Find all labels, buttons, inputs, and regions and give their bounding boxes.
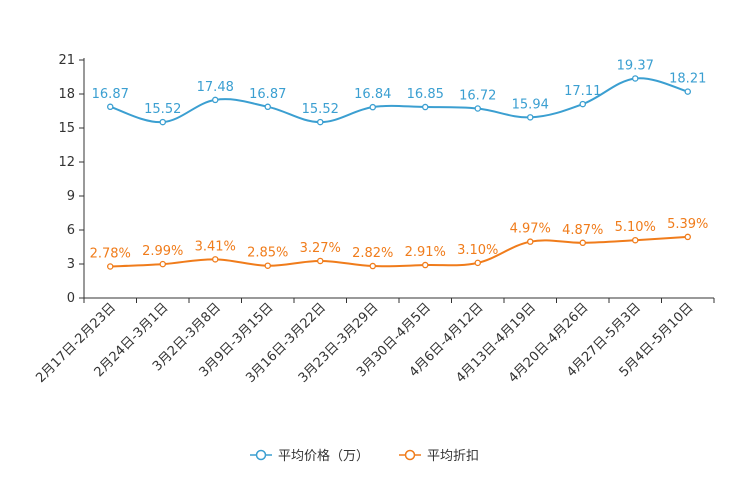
data-point[interactable] [107, 263, 114, 270]
legend-item-2[interactable]: 平均折扣 [399, 449, 479, 464]
data-point[interactable] [421, 103, 429, 111]
data-label: 17.48 [197, 80, 234, 95]
data-label: 17.11 [564, 84, 601, 99]
data-point[interactable] [159, 260, 166, 268]
y-tick-label: 12 [58, 155, 75, 170]
data-label: 3.41% [195, 239, 236, 254]
data-point[interactable] [684, 88, 692, 95]
legend-label: 平均价格（万） [278, 448, 369, 464]
data-point[interactable] [632, 75, 639, 82]
data-label: 4.87% [562, 223, 603, 238]
legend-label: 平均折扣 [427, 449, 479, 464]
y-tick-label: 18 [58, 87, 75, 102]
data-point[interactable] [579, 100, 587, 108]
data-label: 3.10% [457, 243, 498, 258]
data-labels: 16.87 15.52 17.48 16.87 15.52 16.84 16.85 16.72… [90, 58, 709, 261]
data-label: 5.39% [667, 217, 708, 232]
legend-marker-icon [255, 449, 267, 461]
axes: 0369121518212月17日-2月23日2月24日-3月1日3月2日-3月… [33, 53, 715, 386]
data-label: 2.85% [247, 246, 288, 261]
legend[interactable]: 平均价格（万） 平均折扣 [250, 448, 479, 464]
data-label: 5.10% [615, 220, 656, 235]
data-label: 2.99% [142, 244, 183, 259]
series-line-1 [109, 77, 689, 124]
y-tick-label: 21 [58, 53, 75, 68]
data-label: 4.97% [510, 222, 551, 237]
data-label: 19.37 [617, 58, 654, 73]
data-label: 15.52 [144, 102, 181, 117]
data-point[interactable] [421, 261, 429, 269]
data-point[interactable] [527, 238, 534, 245]
data-point[interactable] [264, 262, 271, 269]
data-point[interactable] [316, 118, 324, 126]
data-point[interactable] [684, 233, 692, 241]
data-label: 15.52 [302, 102, 339, 117]
data-label: 15.94 [512, 97, 549, 112]
data-point[interactable] [474, 259, 481, 267]
data-point[interactable] [107, 103, 114, 111]
data-label: 2.78% [90, 246, 131, 261]
data-label: 16.84 [354, 87, 391, 102]
y-tick-label: 15 [58, 121, 75, 136]
data-point[interactable] [316, 257, 324, 265]
data-label: 16.87 [249, 87, 286, 102]
data-point[interactable] [579, 239, 587, 247]
legend-marker-icon [404, 449, 416, 461]
y-tick-label: 3 [67, 257, 75, 272]
series-line-2 [110, 235, 688, 268]
y-tick-label: 6 [67, 223, 75, 238]
data-point[interactable] [159, 118, 166, 126]
y-tick-label: 0 [67, 291, 75, 306]
data-point[interactable] [632, 236, 639, 244]
legend-item-1[interactable]: 平均价格（万） [250, 448, 369, 464]
data-point[interactable] [211, 256, 219, 263]
data-label: 16.87 [92, 87, 129, 102]
data-label: 18.21 [669, 72, 706, 87]
data-label: 2.82% [352, 246, 393, 261]
data-point[interactable] [369, 262, 376, 270]
data-label: 16.72 [459, 89, 496, 104]
data-point[interactable] [474, 105, 481, 112]
data-point[interactable] [527, 114, 534, 121]
data-point[interactable] [264, 103, 271, 111]
series-layer [107, 75, 692, 270]
data-point[interactable] [369, 103, 376, 111]
data-label: 16.85 [407, 87, 444, 102]
data-label: 3.27% [300, 241, 341, 256]
data-label: 2.91% [405, 245, 446, 260]
y-tick-label: 9 [67, 189, 75, 204]
data-point[interactable] [211, 96, 219, 104]
